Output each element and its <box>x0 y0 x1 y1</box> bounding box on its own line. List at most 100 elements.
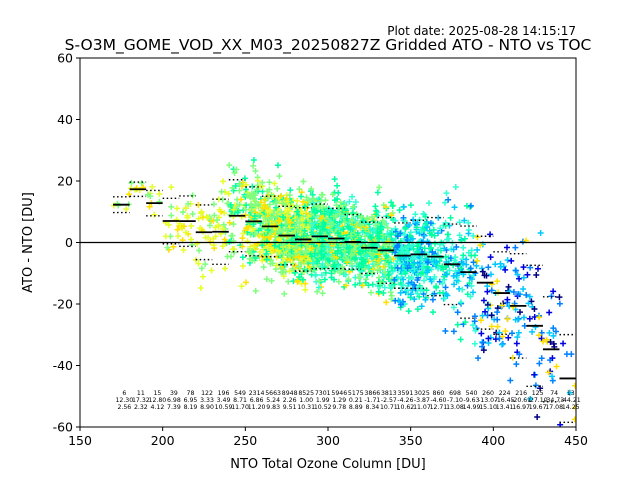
data-point <box>239 235 246 242</box>
data-point <box>198 208 205 215</box>
data-point <box>423 224 430 231</box>
data-point <box>326 258 333 265</box>
data-point <box>348 216 355 223</box>
data-point <box>174 205 181 212</box>
data-point <box>475 355 482 362</box>
data-point <box>505 334 512 341</box>
data-point <box>259 179 266 186</box>
x-tick-label: 400 <box>481 433 505 448</box>
data-point <box>168 203 175 210</box>
data-point <box>421 245 428 252</box>
data-point <box>398 249 405 256</box>
data-point <box>356 275 363 282</box>
data-point <box>318 191 325 198</box>
data-point <box>251 195 258 202</box>
data-point <box>408 291 415 298</box>
data-point <box>149 183 156 190</box>
data-point <box>462 319 469 326</box>
data-point <box>272 200 279 207</box>
data-point <box>378 226 385 233</box>
data-point <box>329 249 336 256</box>
bin-mean-label: -7.10 <box>447 397 463 404</box>
data-point <box>507 377 514 384</box>
y-tick-label: -40 <box>53 358 73 373</box>
bin-counts-label: 15 <box>153 390 161 397</box>
data-point <box>442 328 449 335</box>
data-point <box>425 240 432 247</box>
data-point <box>316 277 323 284</box>
data-point <box>231 249 238 256</box>
bin-counts-label: 216 <box>515 390 527 397</box>
data-point <box>264 208 271 215</box>
data-point <box>470 259 477 266</box>
data-point <box>504 296 511 303</box>
data-point <box>494 278 501 285</box>
data-point <box>443 190 450 197</box>
data-point <box>443 290 450 297</box>
data-point <box>471 318 478 325</box>
data-point <box>280 255 287 262</box>
bin-counts-label: 8948 <box>282 390 298 397</box>
bin-std-label: 17.08 <box>545 404 563 411</box>
y-tick-label: -20 <box>53 297 73 312</box>
data-point <box>411 265 418 272</box>
data-point <box>474 246 481 253</box>
data-point <box>388 199 395 206</box>
data-point <box>208 267 215 274</box>
data-point <box>368 235 375 242</box>
bin-mean-label: 0.21 <box>349 397 363 404</box>
data-point <box>298 242 305 249</box>
data-point <box>421 277 428 284</box>
data-point <box>453 272 460 279</box>
data-point <box>566 389 573 396</box>
data-point <box>239 263 246 270</box>
data-point <box>294 208 301 215</box>
data-point <box>467 203 474 210</box>
bin-counts-label: 5946 <box>331 390 347 397</box>
data-point <box>547 339 554 346</box>
data-point <box>460 244 467 251</box>
data-point <box>164 244 171 251</box>
data-point <box>572 382 576 389</box>
data-point <box>260 264 267 271</box>
data-point <box>344 215 351 222</box>
data-point <box>276 217 283 224</box>
data-point <box>516 309 523 316</box>
data-point <box>349 193 356 200</box>
data-point <box>502 328 509 335</box>
data-point <box>284 198 291 205</box>
data-point <box>264 245 271 252</box>
data-point <box>312 271 319 278</box>
y-tick-label: 40 <box>57 112 73 127</box>
data-point <box>197 285 204 292</box>
data-point <box>231 209 238 216</box>
data-point <box>229 246 236 253</box>
data-point <box>261 196 268 203</box>
data-point <box>341 219 348 226</box>
data-point <box>296 273 303 280</box>
data-point <box>441 245 448 252</box>
data-point <box>314 203 321 210</box>
data-point <box>527 264 534 271</box>
data-point <box>252 288 259 295</box>
data-point <box>377 279 384 286</box>
scatter-points <box>110 157 576 427</box>
data-point <box>266 201 273 208</box>
data-point <box>229 232 236 239</box>
data-point <box>546 309 553 316</box>
data-point <box>249 194 256 201</box>
data-point <box>424 267 431 274</box>
data-point <box>221 210 228 217</box>
bin-counts-label: 3025 <box>414 390 430 397</box>
data-point <box>376 233 383 240</box>
data-point <box>236 187 243 194</box>
data-point <box>485 335 492 342</box>
x-tick-label: 450 <box>564 433 588 448</box>
bin-mean-label: 8.71 <box>233 397 247 404</box>
data-point <box>514 316 521 323</box>
data-point <box>514 334 521 341</box>
data-point <box>341 229 348 236</box>
data-point <box>308 186 315 193</box>
bin-mean-label: 6.98 <box>167 397 181 404</box>
bin-mean-label: -34.73 <box>544 397 564 404</box>
